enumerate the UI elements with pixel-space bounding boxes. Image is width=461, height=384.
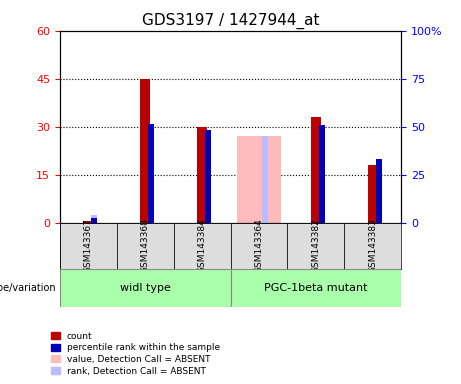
Bar bbox=[91, 215, 97, 223]
FancyBboxPatch shape bbox=[287, 223, 344, 269]
Text: GSM143364: GSM143364 bbox=[254, 218, 263, 273]
Bar bbox=[262, 136, 268, 223]
Bar bbox=[140, 79, 150, 223]
Bar bbox=[197, 127, 207, 223]
Text: GSM143383: GSM143383 bbox=[368, 218, 377, 273]
Bar bbox=[83, 221, 93, 223]
Bar bbox=[148, 124, 154, 223]
Bar bbox=[205, 130, 211, 223]
Text: genotype/variation: genotype/variation bbox=[0, 283, 57, 293]
Legend: count, percentile rank within the sample, value, Detection Call = ABSENT, rank, : count, percentile rank within the sample… bbox=[51, 331, 220, 376]
FancyBboxPatch shape bbox=[174, 223, 230, 269]
FancyBboxPatch shape bbox=[230, 269, 401, 307]
Bar bbox=[237, 136, 281, 223]
Bar bbox=[368, 165, 378, 223]
FancyBboxPatch shape bbox=[344, 223, 401, 269]
Text: GSM143384: GSM143384 bbox=[198, 218, 207, 273]
FancyBboxPatch shape bbox=[60, 223, 117, 269]
Text: widl type: widl type bbox=[120, 283, 171, 293]
FancyBboxPatch shape bbox=[230, 223, 287, 269]
Text: GSM143382: GSM143382 bbox=[311, 218, 320, 273]
Bar bbox=[319, 125, 325, 223]
Bar bbox=[91, 218, 97, 223]
Text: PGC-1beta mutant: PGC-1beta mutant bbox=[264, 283, 367, 293]
FancyBboxPatch shape bbox=[117, 223, 174, 269]
Text: GSM143367: GSM143367 bbox=[84, 218, 93, 273]
Bar bbox=[311, 117, 321, 223]
Bar bbox=[376, 159, 382, 223]
FancyBboxPatch shape bbox=[60, 269, 230, 307]
Title: GDS3197 / 1427944_at: GDS3197 / 1427944_at bbox=[142, 13, 319, 29]
Text: GSM143368: GSM143368 bbox=[141, 218, 150, 273]
